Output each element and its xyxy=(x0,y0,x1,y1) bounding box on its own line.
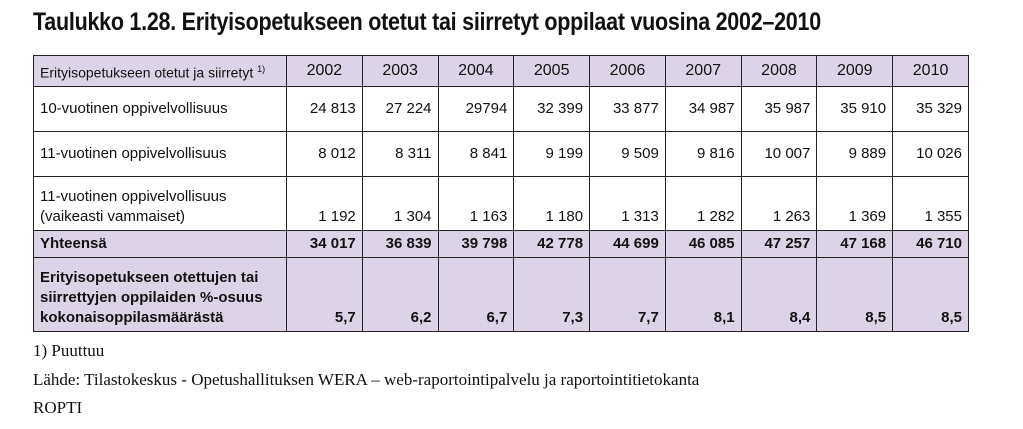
total-row: Yhteensä 34 017 36 839 39 798 42 778 44 699 46… xyxy=(33,230,969,258)
value-cell: 1 163 xyxy=(437,176,515,231)
share-row: Erityisopetukseen otettujen tai siirretty… xyxy=(33,257,969,332)
value-cell: 10 007 xyxy=(740,131,818,177)
value-cell: 10 026 xyxy=(892,131,969,177)
row-label: 11-vuotinen oppivelvollisuus xyxy=(33,131,287,177)
value-cell: 42 778 xyxy=(513,230,591,258)
year-header-2004: 2004 xyxy=(437,55,515,87)
year-header-2008: 2008 xyxy=(740,55,818,87)
value-cell: 1 180 xyxy=(513,176,591,231)
value-cell: 8 311 xyxy=(361,131,439,177)
statistics-table: Erityisopetukseen otetut ja siirretyt 1)… xyxy=(33,55,969,332)
value-cell: 27 224 xyxy=(361,86,439,132)
footnote: 1) Puuttuu xyxy=(33,341,105,360)
value-cell: 36 839 xyxy=(361,230,439,258)
value-cell: 9 889 xyxy=(816,131,894,177)
value-cell: 8,5 xyxy=(816,257,894,332)
table-title: Taulukko 1.28. Erityisopetukseen otetut … xyxy=(33,8,821,36)
row-label: Erityisopetukseen otettujen tai siirretty… xyxy=(33,257,287,332)
value-cell: 5,7 xyxy=(286,257,363,332)
value-cell: 29794 xyxy=(437,86,515,132)
value-cell: 39 798 xyxy=(437,230,515,258)
year-header-2005: 2005 xyxy=(513,55,591,87)
row-label: 10-vuotinen oppivelvollisuus xyxy=(33,86,287,132)
value-cell: 44 699 xyxy=(589,230,666,258)
row-label-line: Erityisopetukseen otettujen tai xyxy=(40,269,259,286)
row-label: Yhteensä xyxy=(33,230,287,258)
data-row: 10-vuotinen oppivelvollisuus 24 813 27 224… xyxy=(33,86,969,132)
value-cell: 35 987 xyxy=(740,86,818,132)
value-cell: 1 282 xyxy=(664,176,742,231)
year-header-2010: 2010 xyxy=(892,55,969,87)
header-label-cell: Erityisopetukseen otetut ja siirretyt 1) xyxy=(33,55,287,87)
year-header-2006: 2006 xyxy=(589,55,666,87)
value-cell: 35 329 xyxy=(892,86,969,132)
data-row: 11-vuotinen oppivelvollisuus (vaikeasti v… xyxy=(33,176,969,231)
row-label: 11-vuotinen oppivelvollisuus (vaikeasti v… xyxy=(33,176,287,231)
value-cell: 1 369 xyxy=(816,176,894,231)
value-cell: 35 910 xyxy=(816,86,894,132)
row-label-line: 11-vuotinen oppivelvollisuus xyxy=(40,188,227,205)
row-label-line: (vaikeasti vammaiset) xyxy=(40,208,186,225)
value-cell: 8,1 xyxy=(664,257,742,332)
year-header-2003: 2003 xyxy=(361,55,439,87)
year-header-2007: 2007 xyxy=(664,55,742,87)
value-cell: 6,7 xyxy=(437,257,515,332)
value-cell: 7,7 xyxy=(589,257,666,332)
value-cell: 8 012 xyxy=(286,131,363,177)
source-line-2: ROPTI xyxy=(33,398,83,417)
value-cell: 1 304 xyxy=(361,176,439,231)
header-row: Erityisopetukseen otetut ja siirretyt 1)… xyxy=(33,55,969,87)
value-cell: 1 263 xyxy=(740,176,818,231)
value-cell: 8 841 xyxy=(437,131,515,177)
value-cell: 46 710 xyxy=(892,230,969,258)
value-cell: 34 987 xyxy=(664,86,742,132)
value-cell: 6,2 xyxy=(361,257,439,332)
value-cell: 32 399 xyxy=(513,86,591,132)
value-cell: 7,3 xyxy=(513,257,591,332)
row-label-line: Yhteensä xyxy=(40,235,107,252)
value-cell: 24 813 xyxy=(286,86,363,132)
row-label-line: 10-vuotinen oppivelvollisuus xyxy=(40,100,228,117)
header-footnote-mark: 1) xyxy=(257,64,266,75)
value-cell: 34 017 xyxy=(286,230,363,258)
value-cell: 1 313 xyxy=(589,176,666,231)
source-line-1: Lähde: Tilastokeskus - Opetushallituksen… xyxy=(33,370,700,389)
value-cell: 47 168 xyxy=(816,230,894,258)
row-label-line: 11-vuotinen oppivelvollisuus xyxy=(40,145,227,162)
year-header-2002: 2002 xyxy=(286,55,363,87)
value-cell: 8,4 xyxy=(740,257,818,332)
value-cell: 46 085 xyxy=(664,230,742,258)
value-cell: 9 816 xyxy=(664,131,742,177)
value-cell: 47 257 xyxy=(740,230,818,258)
data-row: 11-vuotinen oppivelvollisuus 8 012 8 311 8 … xyxy=(33,131,969,177)
value-cell: 9 509 xyxy=(589,131,666,177)
value-cell: 1 355 xyxy=(892,176,969,231)
row-label-line: kokonaisoppilasmäärästä xyxy=(40,309,224,326)
year-header-2009: 2009 xyxy=(816,55,894,87)
header-label: Erityisopetukseen otetut ja siirretyt xyxy=(40,64,254,81)
value-cell: 33 877 xyxy=(589,86,666,132)
value-cell: 8,5 xyxy=(892,257,969,332)
row-label-line: siirrettyjen oppilaiden %-osuus xyxy=(40,289,263,306)
value-cell: 9 199 xyxy=(513,131,591,177)
value-cell: 1 192 xyxy=(286,176,363,231)
